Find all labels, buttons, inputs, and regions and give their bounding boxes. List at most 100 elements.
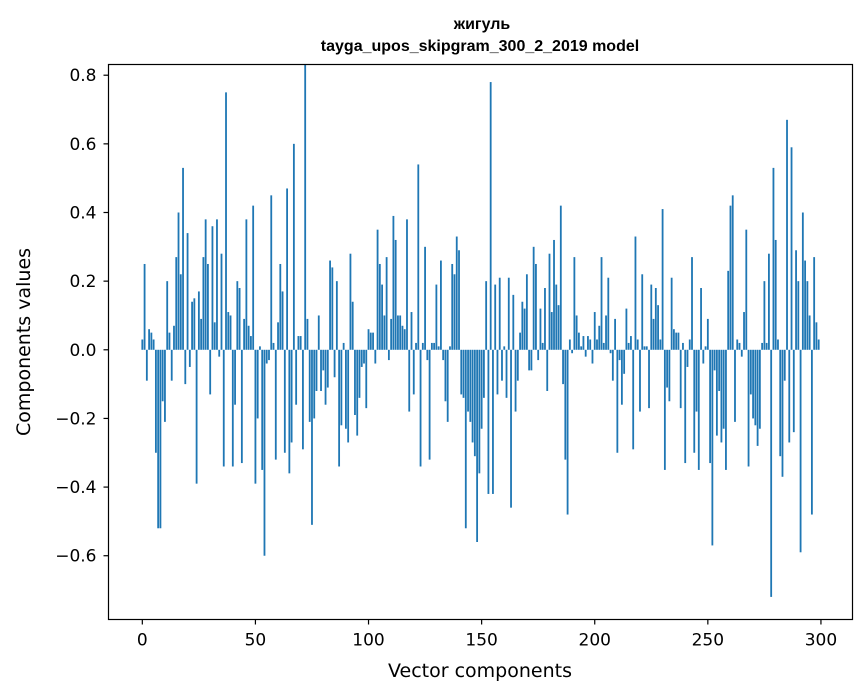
bar (557, 305, 560, 350)
bar (238, 288, 241, 350)
bar (333, 349, 336, 378)
bar (342, 342, 345, 350)
bar (317, 315, 320, 350)
bar (713, 349, 716, 371)
bar (437, 346, 440, 350)
bar (659, 339, 662, 350)
bar (747, 349, 750, 467)
bar (799, 349, 802, 553)
bar (476, 349, 479, 542)
bar (331, 267, 334, 350)
bar (670, 277, 673, 350)
bar (202, 257, 205, 350)
bar (349, 253, 352, 350)
bar (157, 349, 160, 529)
bar (161, 349, 164, 402)
bar (193, 298, 196, 350)
bar (152, 339, 155, 350)
bar (243, 318, 246, 350)
bar (473, 349, 476, 457)
bar (369, 332, 372, 350)
bar (401, 325, 404, 350)
y-tick-label: 0.8 (69, 66, 96, 86)
bar (421, 342, 424, 350)
bar (539, 308, 542, 350)
bar (345, 349, 347, 429)
bar (197, 291, 200, 350)
y-tick-label: −0.2 (55, 409, 96, 429)
x-tick-label: 50 (245, 631, 267, 651)
bar (424, 246, 426, 350)
bar (706, 318, 709, 350)
bar (254, 349, 257, 484)
bar (770, 349, 773, 597)
bar (170, 349, 173, 381)
bar (299, 336, 302, 350)
bar (225, 92, 227, 350)
bar (442, 349, 445, 361)
bar (704, 346, 707, 350)
bar (745, 229, 748, 350)
bar (573, 257, 576, 350)
bar (279, 263, 282, 350)
bar (467, 349, 469, 412)
bar (695, 349, 698, 412)
bar (485, 281, 488, 350)
bar (507, 277, 510, 350)
bar (709, 349, 712, 464)
bar (568, 339, 571, 350)
bar (347, 349, 350, 443)
bar (564, 349, 567, 460)
bar (578, 332, 580, 350)
bar (471, 349, 474, 443)
bar (494, 284, 497, 350)
bar (227, 312, 230, 350)
bar (376, 229, 379, 350)
bar (725, 349, 727, 470)
bar (810, 349, 813, 515)
bar (263, 349, 266, 556)
bar (363, 349, 365, 364)
bar (591, 349, 594, 364)
bar (428, 349, 431, 460)
bar (335, 281, 338, 350)
bar (544, 288, 546, 350)
bar (256, 349, 259, 419)
bar (177, 212, 180, 350)
chart-subtitle: tayga_upos_skipgram_300_2_2019 model (321, 38, 639, 55)
bar (598, 325, 601, 350)
bar (324, 349, 327, 405)
bar (274, 349, 277, 460)
x-axis-label: Vector components (388, 660, 572, 682)
bar (548, 253, 551, 350)
bar (550, 312, 553, 350)
bar (245, 219, 248, 350)
bar (584, 349, 587, 357)
bar (272, 342, 275, 350)
bar (159, 349, 162, 529)
bar (145, 349, 148, 381)
bar (211, 226, 214, 350)
bar (571, 349, 574, 354)
bar (537, 349, 540, 361)
bar (426, 349, 429, 361)
bar (501, 349, 503, 381)
bar (806, 281, 809, 350)
y-tick-label: 0.4 (69, 204, 96, 224)
bar (668, 349, 671, 402)
bar (229, 315, 232, 350)
bar (645, 346, 648, 350)
bar (381, 284, 383, 350)
bar (444, 349, 447, 402)
bar (433, 342, 436, 350)
bar (492, 349, 494, 494)
bar (786, 119, 788, 350)
bar (804, 260, 807, 350)
bar (650, 284, 653, 350)
bar (765, 342, 768, 350)
bar (480, 349, 483, 429)
bar (320, 349, 322, 391)
bar (580, 346, 583, 350)
bar (209, 349, 212, 395)
